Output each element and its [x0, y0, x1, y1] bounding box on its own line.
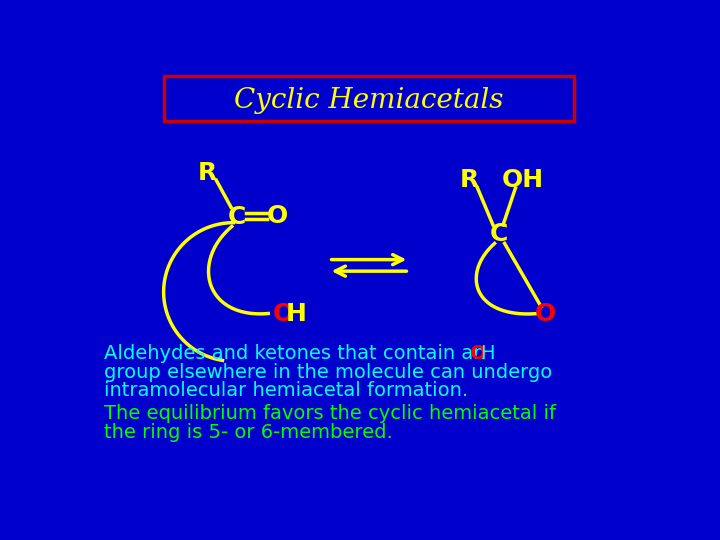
Text: R: R [460, 168, 480, 192]
Text: C: C [228, 205, 246, 229]
Text: R: R [198, 160, 217, 185]
Text: O: O [469, 345, 487, 363]
Text: O: O [535, 301, 557, 326]
Text: OH: OH [501, 168, 544, 192]
Text: The equilibrium favors the cyclic hemiacetal if: The equilibrium favors the cyclic hemiac… [104, 404, 556, 423]
Text: the ring is 5- or 6-membered.: the ring is 5- or 6-membered. [104, 423, 392, 442]
Text: group elsewhere in the molecule can undergo: group elsewhere in the molecule can unde… [104, 363, 552, 382]
Text: Cyclic Hemiacetals: Cyclic Hemiacetals [234, 87, 504, 114]
FancyBboxPatch shape [163, 76, 575, 121]
Text: O: O [273, 301, 294, 326]
Text: C: C [490, 222, 508, 246]
Text: intramolecular hemiacetal formation.: intramolecular hemiacetal formation. [104, 381, 468, 400]
Text: H: H [480, 345, 495, 363]
Text: O: O [267, 204, 288, 228]
Text: Aldehydes and ketones that contain an: Aldehydes and ketones that contain an [104, 345, 492, 363]
Text: H: H [285, 301, 306, 326]
